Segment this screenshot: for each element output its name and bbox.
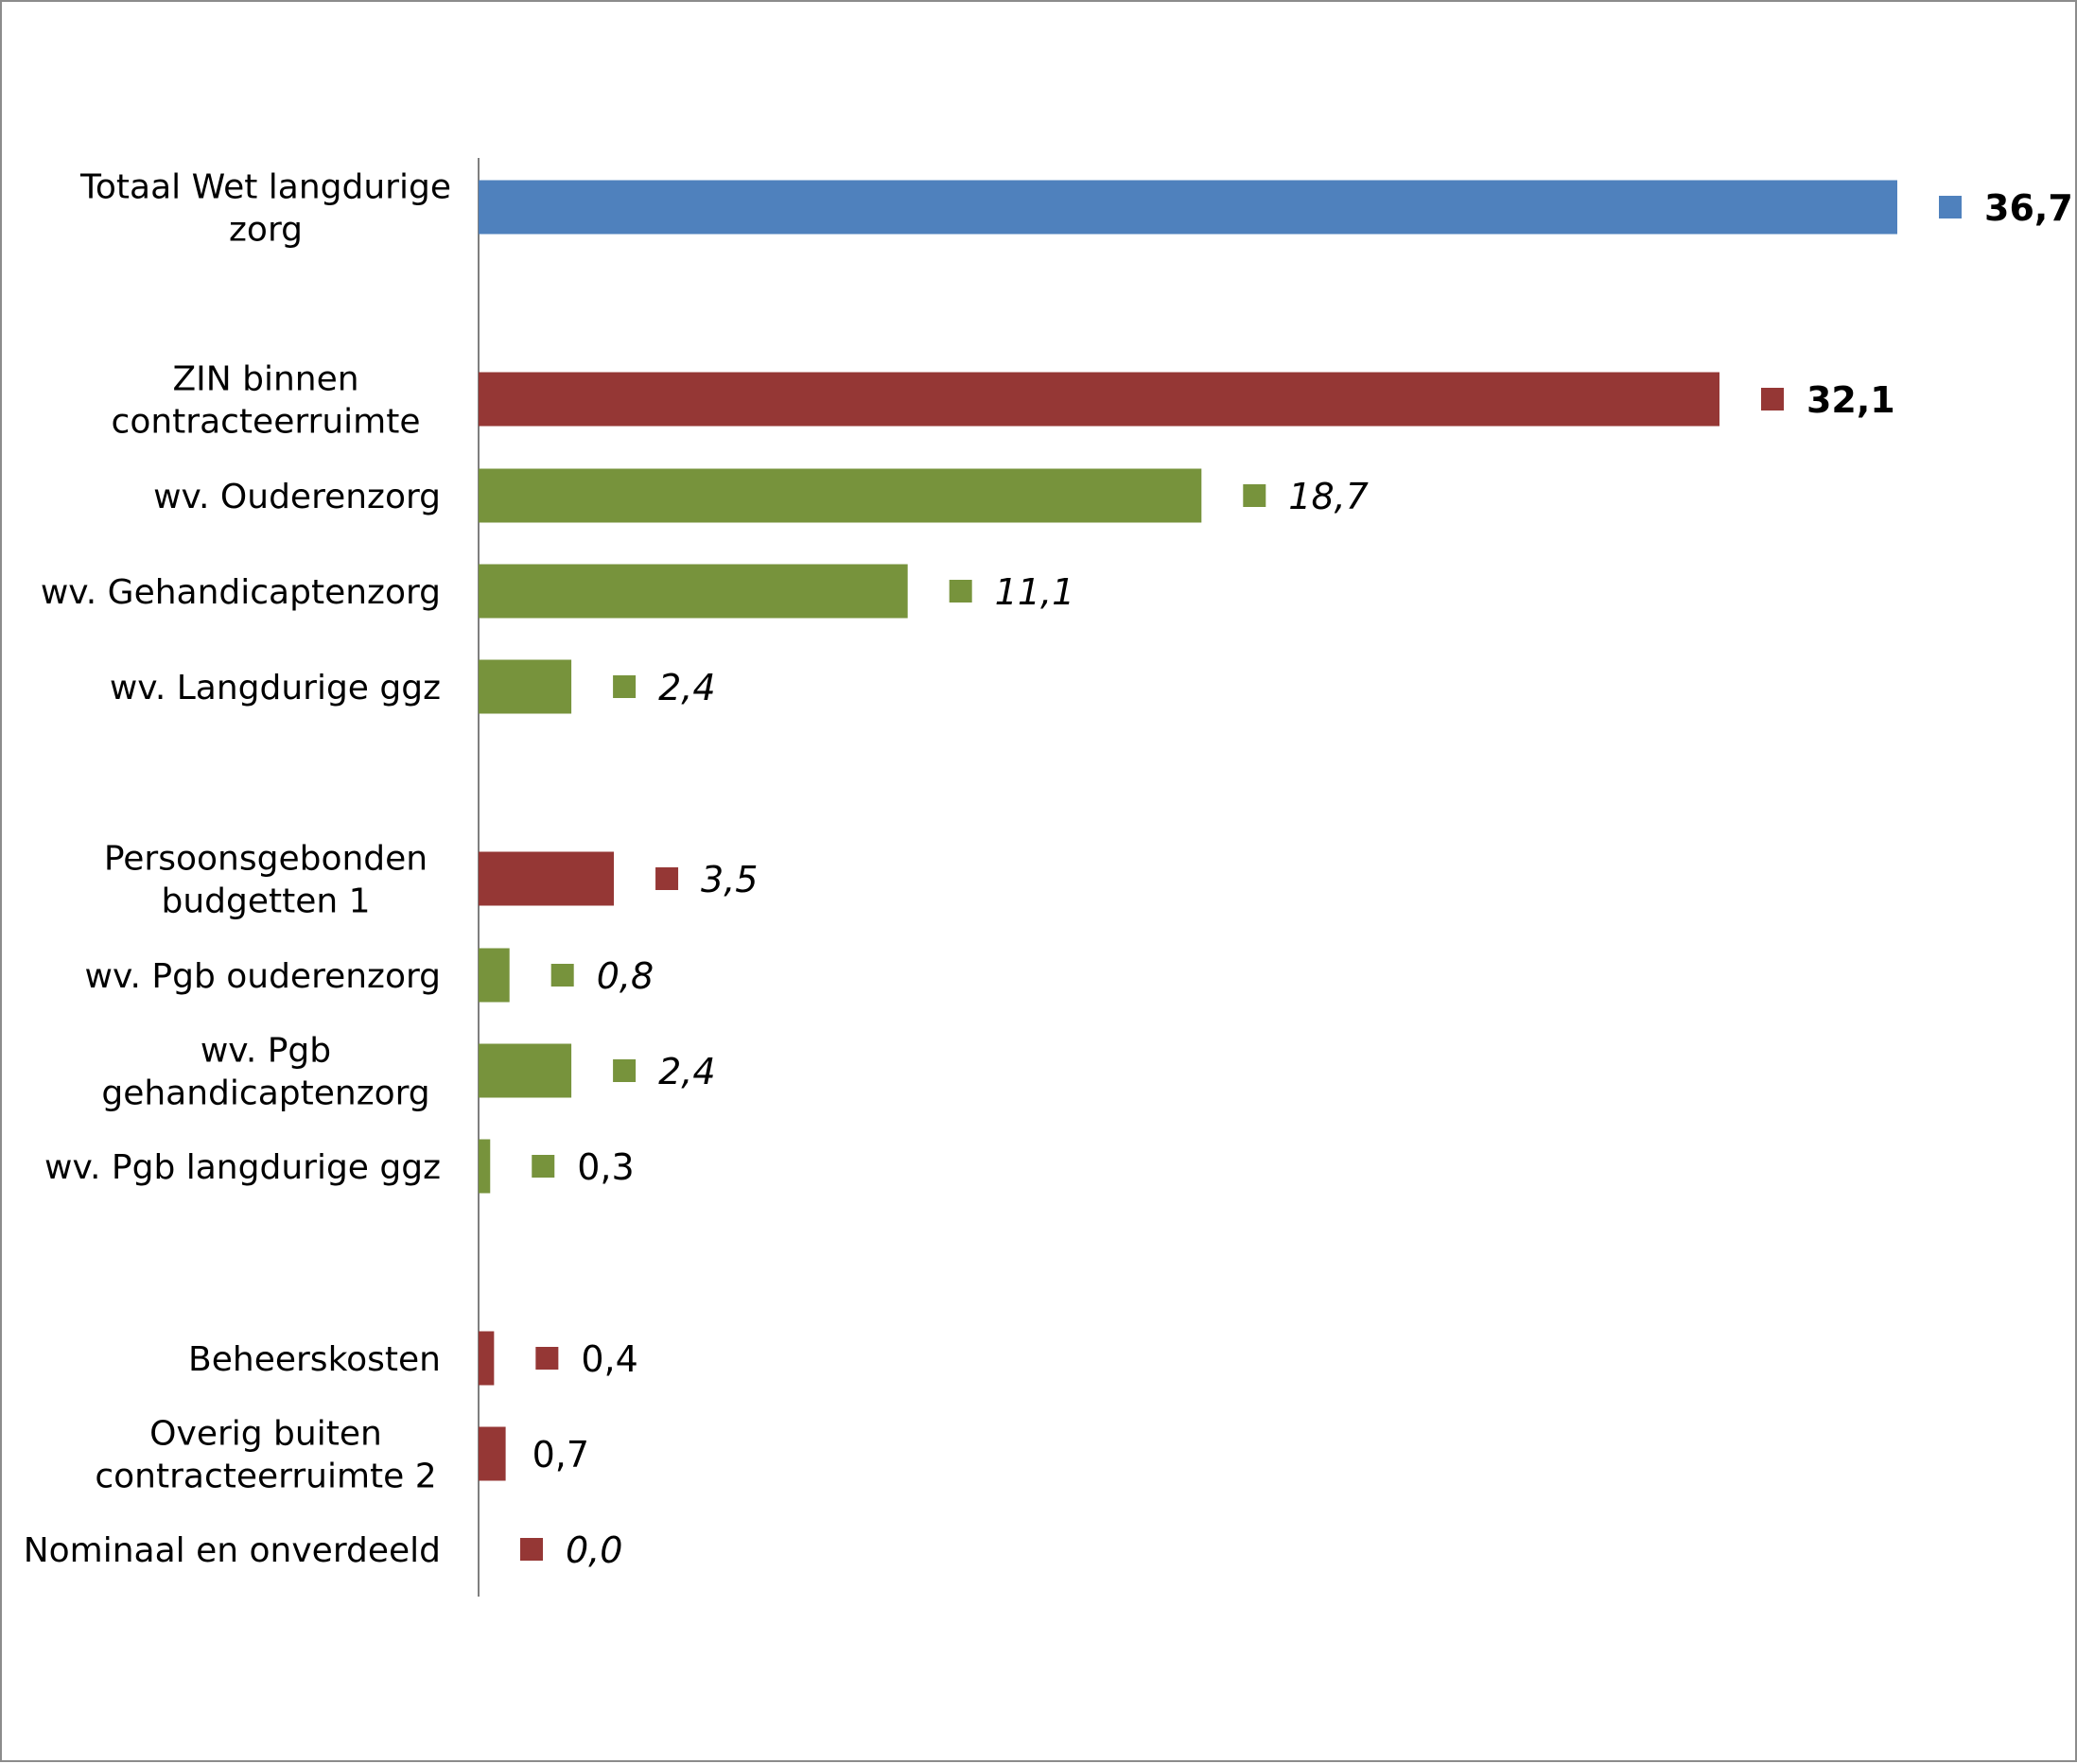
category-label: wv. Pgb langdurige ggz — [44, 1148, 441, 1187]
legend-key-marker — [949, 580, 972, 603]
data-label: 0,8 — [597, 955, 654, 997]
legend-key-marker — [535, 1347, 559, 1370]
bar — [479, 659, 572, 714]
category-label: wv. Langdurige ggz — [110, 669, 441, 707]
category-label: wv. Pgb — [201, 1032, 331, 1071]
bar — [479, 1426, 506, 1481]
data-label: 2,4 — [658, 1051, 715, 1092]
category-label: Overig buiten — [149, 1415, 382, 1454]
legend-key-marker — [613, 1059, 637, 1082]
category-label: Beheerskosten — [188, 1340, 441, 1379]
category-label: Totaal Wet langdurige — [79, 168, 451, 207]
data-label: 0,4 — [581, 1338, 637, 1380]
data-label: 36,7 — [1984, 187, 2073, 229]
bar — [479, 372, 1719, 427]
legend-key-marker — [1760, 388, 1784, 410]
category-label: Nominaal en onverdeeld — [24, 1531, 441, 1570]
category-label: gehandicaptenzorg — [101, 1074, 429, 1113]
bar — [479, 1043, 572, 1098]
bar — [479, 468, 1202, 523]
category-label: budgetten 1 — [161, 882, 370, 921]
category-label: zorg — [229, 211, 303, 250]
legend-key-marker — [1939, 196, 1962, 218]
category-label: wv. Ouderenzorg — [153, 478, 441, 516]
bar — [479, 180, 1897, 235]
data-label: 32,1 — [1806, 379, 1895, 421]
legend-key-marker — [1243, 484, 1266, 507]
category-label: contracteerruimte — [112, 403, 421, 442]
legend-key-marker — [520, 1538, 543, 1561]
category-label: wv. Pgb ouderenzorg — [85, 957, 441, 996]
category-label: contracteerruimte 2 — [95, 1458, 436, 1496]
data-label: 0,3 — [577, 1146, 634, 1188]
category-label: wv. Gehandicaptenzorg — [41, 573, 441, 612]
legend-key-marker — [655, 867, 679, 890]
data-label: 18,7 — [1288, 476, 1369, 517]
category-label: ZIN binnen — [172, 360, 358, 399]
data-label: 2,4 — [658, 667, 715, 708]
bar — [479, 1331, 495, 1386]
bar — [479, 564, 908, 619]
bar — [479, 851, 615, 906]
bar — [479, 948, 510, 1003]
category-label: Persoonsgebonden — [104, 840, 428, 879]
legend-key-marker — [613, 675, 637, 698]
data-label: 0,7 — [532, 1434, 589, 1476]
data-label: 0,0 — [566, 1529, 622, 1571]
bar — [479, 1139, 491, 1194]
data-label: 11,1 — [995, 571, 1075, 613]
legend-key-marker — [550, 964, 574, 987]
data-label: 3,5 — [701, 859, 758, 900]
legend-key-marker — [532, 1155, 555, 1178]
